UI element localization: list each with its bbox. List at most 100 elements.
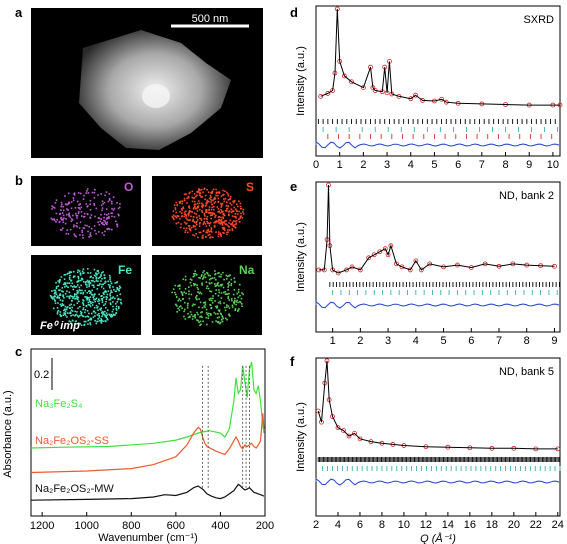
eds-label-o: O	[124, 180, 134, 194]
chart-d-obs-point	[342, 73, 347, 79]
chart-d-tick-label: 10	[547, 159, 559, 171]
fe-impurity-annotation: Fe⁰ imp	[40, 320, 80, 332]
chart-e-tick-label: 4	[413, 335, 419, 347]
chart-e-obs-point	[413, 258, 419, 264]
chart-f-obs-point	[335, 425, 341, 431]
ir-legend-entry-2: Na₂Fe₂OS₂-MW	[35, 483, 114, 495]
panel-b-label: b	[15, 173, 23, 188]
chart-f-tick-label: 20	[508, 519, 520, 531]
chart-f-tick-label: 4	[335, 519, 341, 531]
chart-f-tick-label: 2	[313, 519, 319, 531]
ir-ticks: 1200 1000 800 600 400 200	[30, 512, 274, 532]
eds-map-na	[152, 255, 262, 335]
ir-xlabel: Wavenumber (cm⁻¹)	[98, 532, 198, 544]
chart-e-calc-line	[318, 184, 555, 274]
chart-f-ylabel: Intensity (a.u.)	[295, 402, 307, 472]
ir-ylabel: Absorbance (a.u.)	[2, 390, 14, 477]
chart-e-frame	[315, 181, 561, 333]
chart-f-tick-label: 6	[357, 519, 363, 531]
chart-e-obs-point	[357, 267, 363, 273]
eds-map-fe	[31, 255, 141, 335]
chart-f-obs-point	[352, 430, 357, 436]
eds-map-o-dots	[50, 188, 121, 239]
panel-e-label: e	[290, 179, 298, 194]
ir-tick-label: 1000	[74, 520, 98, 532]
chart-f-tick-label: 8	[379, 519, 385, 531]
ir-series-line-0	[30, 361, 265, 449]
chart-e-tick-label: 7	[496, 335, 502, 347]
chart-f-xlabel: Q (Å⁻¹)	[420, 532, 456, 544]
tem-particle-svg: 500 nm	[79, 13, 249, 150]
chart-d-tick-label: 7	[479, 159, 485, 171]
chart-e-obs-point	[399, 264, 405, 270]
chart-d-obs-point	[349, 79, 354, 85]
ir-legend-entry-0: Na₃Fe₂S₄	[35, 398, 83, 410]
chart-d-tick-label: 0	[313, 159, 319, 171]
eds-map-s	[152, 176, 262, 246]
chart-d-tick-label: 3	[384, 159, 390, 171]
chart-e-tick-label: 9	[551, 335, 557, 347]
chart-e-obs-point	[349, 264, 355, 270]
eds-map-na-dots	[171, 270, 245, 327]
chart-d-obs-point	[360, 85, 366, 90]
chart-d-obs-point	[318, 93, 324, 99]
chart-d-obs-point	[439, 96, 444, 102]
ir-series-line-2	[30, 483, 265, 501]
chart-e-obs-point	[335, 270, 341, 276]
panel-a-label: a	[15, 5, 23, 20]
ir-series-line-1	[30, 413, 265, 474]
chart-e-obs-point	[377, 249, 383, 255]
ir-tick-label: 800	[122, 520, 140, 532]
chart-e-obs-point	[385, 252, 391, 258]
chart-f-obs-point	[341, 428, 346, 433]
chart-d-tag: SXRD	[523, 14, 554, 26]
chart-e-obs-point	[344, 267, 349, 273]
chart-e-obs-point	[388, 243, 394, 249]
tem-image: 500 nm	[31, 8, 263, 158]
ir-tick-label: 1200	[30, 520, 54, 532]
scale-bar-label: 500 nm	[192, 13, 229, 25]
chart-f-obs-point	[315, 408, 321, 414]
panel-c-label: c	[15, 344, 23, 359]
chart-e-tag: ND, bank 2	[499, 190, 554, 202]
chart-f-calc-line	[317, 360, 558, 450]
ir-tick-label: 600	[167, 520, 185, 532]
chart-d-obs-point	[325, 91, 331, 96]
eds-label-s: S	[246, 180, 255, 194]
chart-e-tick-label: 6	[468, 335, 474, 347]
panel-f-label: f	[290, 354, 295, 369]
chart-f-tick-label: 16	[464, 519, 476, 531]
chart-d-tick-label: 9	[526, 159, 532, 171]
ir-tick-label: 200	[256, 520, 274, 532]
ir-legend: Na₃Fe₂S₄ Na₂Fe₂OS₂-SS Na₂Fe₂OS₂-MW	[35, 398, 114, 495]
chart-d-difference-line	[315, 141, 560, 149]
eds-map-o	[31, 176, 141, 246]
chart-d-tick-label: 4	[408, 159, 414, 171]
panel-d-label: d	[290, 5, 298, 20]
chart-d-tick-label: 2	[360, 159, 366, 171]
chart-e-tick-label: 2	[357, 335, 363, 347]
nd-bank2-chart: 1 2 3 4 5 6 7 8 9 ND, bank 2 Intensity (a.u.)	[295, 181, 561, 347]
chart-e-ylabel: Intensity (a.u.)	[295, 222, 307, 292]
chart-f-obs-point	[346, 433, 352, 439]
chart-e-tick-label: 3	[385, 335, 391, 347]
chart-d-ylabel: Intensity (a.u.)	[295, 46, 307, 116]
chart-f-tick-label: 22	[530, 519, 542, 531]
chart-e-tick-label: 5	[440, 335, 446, 347]
ir-scale-label: 0.2	[34, 369, 49, 381]
chart-e-obs-point	[407, 267, 413, 273]
sxrd-chart: 0 1 2 3 4 5 6 7 8 9 10 SXRD Intensity (a.u.)	[295, 5, 563, 171]
chart-e-obs-point	[394, 261, 399, 267]
chart-e-obs-point	[371, 252, 377, 258]
eds-map-fe-dots	[49, 268, 123, 327]
chart-f-tick-label: 14	[442, 519, 454, 531]
ir-legend-entry-1: Na₂Fe₂OS₂-SS	[35, 435, 109, 447]
chart-e-tick-label: 8	[524, 335, 530, 347]
chart-f-frame	[315, 357, 561, 517]
eds-label-fe: Fe	[118, 263, 133, 277]
chart-d-tick-label: 6	[455, 159, 461, 171]
ir-series	[30, 361, 265, 501]
chart-e-difference-line	[315, 301, 560, 309]
chart-f-tag: ND, bank 5	[499, 366, 554, 378]
chart-e-obs-point	[418, 267, 424, 273]
